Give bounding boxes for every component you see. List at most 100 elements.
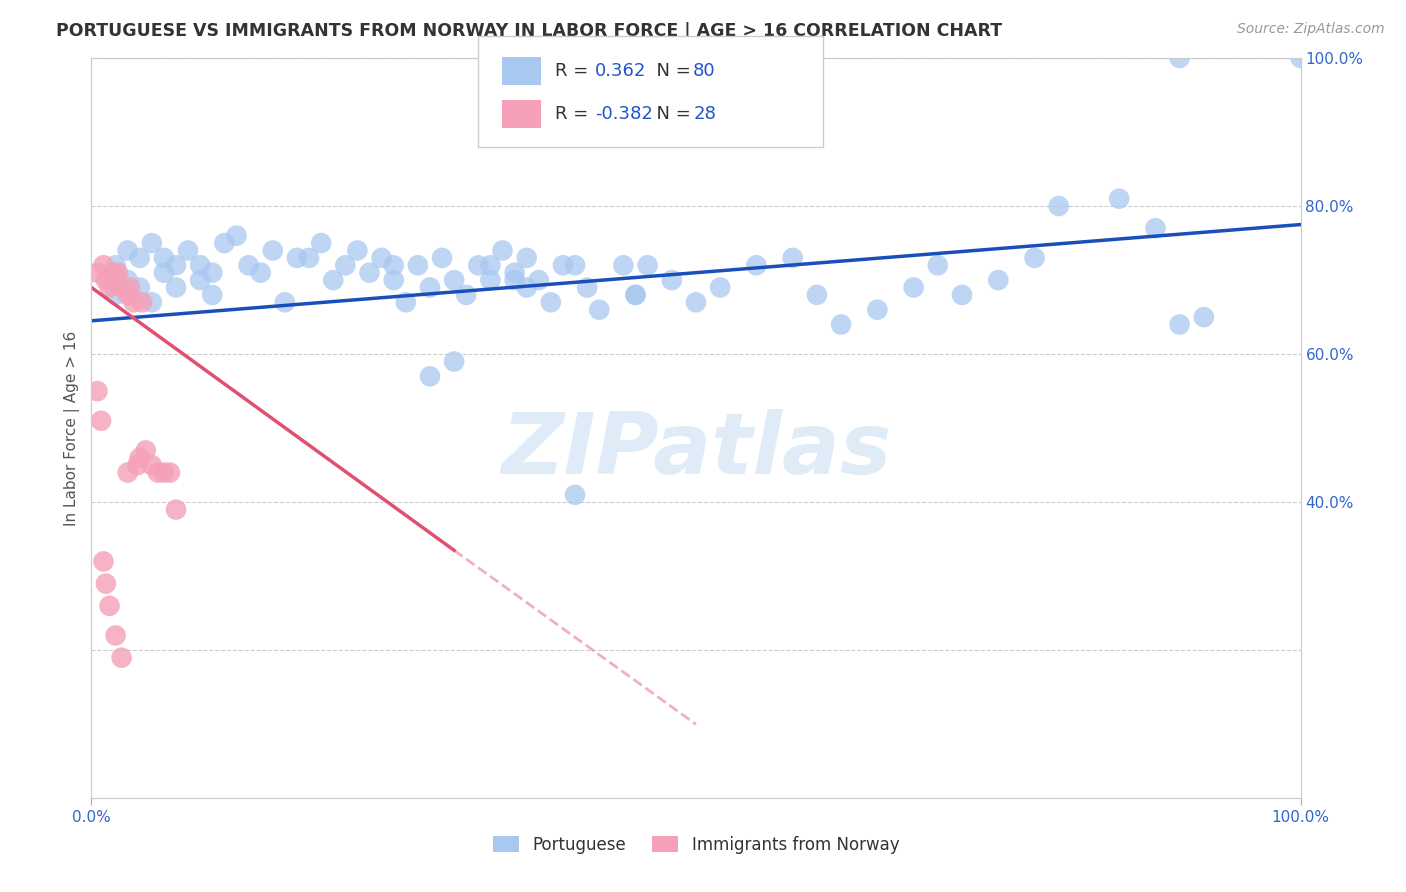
Text: 0.362: 0.362: [595, 62, 647, 80]
Point: [104, 273, 127, 287]
Text: ZIPatlas: ZIPatlas: [501, 409, 891, 491]
Point: [141, 235, 163, 250]
Point: [661, 273, 683, 287]
Point: [135, 443, 157, 458]
Point: [249, 266, 271, 280]
Point: [1192, 310, 1215, 324]
Point: [709, 280, 731, 294]
Point: [527, 273, 550, 287]
Point: [165, 258, 187, 272]
Point: [830, 318, 852, 332]
Point: [503, 273, 526, 287]
Point: [117, 244, 139, 258]
Point: [637, 258, 659, 272]
Point: [104, 628, 127, 642]
Point: [94, 576, 117, 591]
Point: [950, 288, 973, 302]
Point: [159, 466, 181, 480]
Point: [153, 251, 176, 265]
Point: [127, 458, 149, 473]
Text: N =: N =: [645, 62, 697, 80]
Point: [491, 244, 513, 258]
Point: [419, 280, 441, 294]
Point: [238, 258, 260, 272]
Point: [117, 466, 139, 480]
Point: [419, 369, 441, 384]
Point: [111, 280, 132, 294]
Point: [94, 273, 117, 287]
Point: [346, 244, 368, 258]
Point: [1168, 318, 1191, 332]
Point: [165, 502, 187, 516]
Point: [117, 273, 139, 287]
Point: [370, 251, 392, 265]
Point: [359, 266, 381, 280]
Point: [98, 599, 121, 613]
Point: [101, 266, 124, 280]
Point: [503, 266, 526, 280]
Point: [443, 354, 465, 368]
Text: R =: R =: [555, 105, 595, 123]
Point: [141, 295, 163, 310]
Text: -0.382: -0.382: [595, 105, 652, 123]
Point: [322, 273, 344, 287]
Point: [406, 258, 429, 272]
Point: [107, 266, 129, 280]
Point: [262, 244, 284, 258]
Legend: Portuguese, Immigrants from Norway: Portuguese, Immigrants from Norway: [486, 829, 905, 861]
Point: [782, 251, 804, 265]
Point: [146, 466, 169, 480]
Point: [1108, 192, 1130, 206]
Point: [564, 488, 586, 502]
Point: [335, 258, 357, 272]
Point: [120, 280, 142, 294]
Point: [430, 251, 453, 265]
Point: [1144, 221, 1167, 235]
Point: [564, 258, 586, 272]
Point: [987, 273, 1010, 287]
Point: [274, 295, 297, 310]
Point: [128, 251, 150, 265]
Point: [382, 273, 405, 287]
Point: [624, 288, 647, 302]
Point: [90, 414, 112, 428]
Point: [201, 288, 224, 302]
Point: [479, 258, 502, 272]
Point: [298, 251, 321, 265]
Point: [86, 384, 108, 398]
Point: [98, 280, 121, 294]
Point: [177, 244, 200, 258]
Point: [479, 273, 502, 287]
Text: R =: R =: [555, 62, 595, 80]
Point: [225, 228, 247, 243]
Point: [1047, 199, 1070, 213]
Point: [188, 273, 211, 287]
Point: [104, 288, 127, 302]
Point: [86, 266, 108, 280]
Point: [443, 273, 465, 287]
Point: [153, 466, 176, 480]
Point: [285, 251, 308, 265]
Point: [122, 295, 145, 310]
Point: [903, 280, 925, 294]
Point: [685, 295, 707, 310]
Point: [624, 288, 647, 302]
Point: [540, 295, 562, 310]
Point: [201, 266, 224, 280]
Point: [467, 258, 489, 272]
Point: [128, 280, 150, 294]
Point: [588, 302, 610, 317]
Point: [309, 235, 332, 250]
Point: [395, 295, 418, 310]
Point: [111, 650, 132, 665]
Point: [188, 258, 211, 272]
Point: [1024, 251, 1046, 265]
Point: [866, 302, 889, 317]
Point: [1289, 51, 1312, 65]
Point: [131, 295, 153, 310]
Text: N =: N =: [645, 105, 697, 123]
Point: [93, 554, 115, 568]
Point: [551, 258, 574, 272]
Point: [745, 258, 768, 272]
Point: [165, 280, 187, 294]
